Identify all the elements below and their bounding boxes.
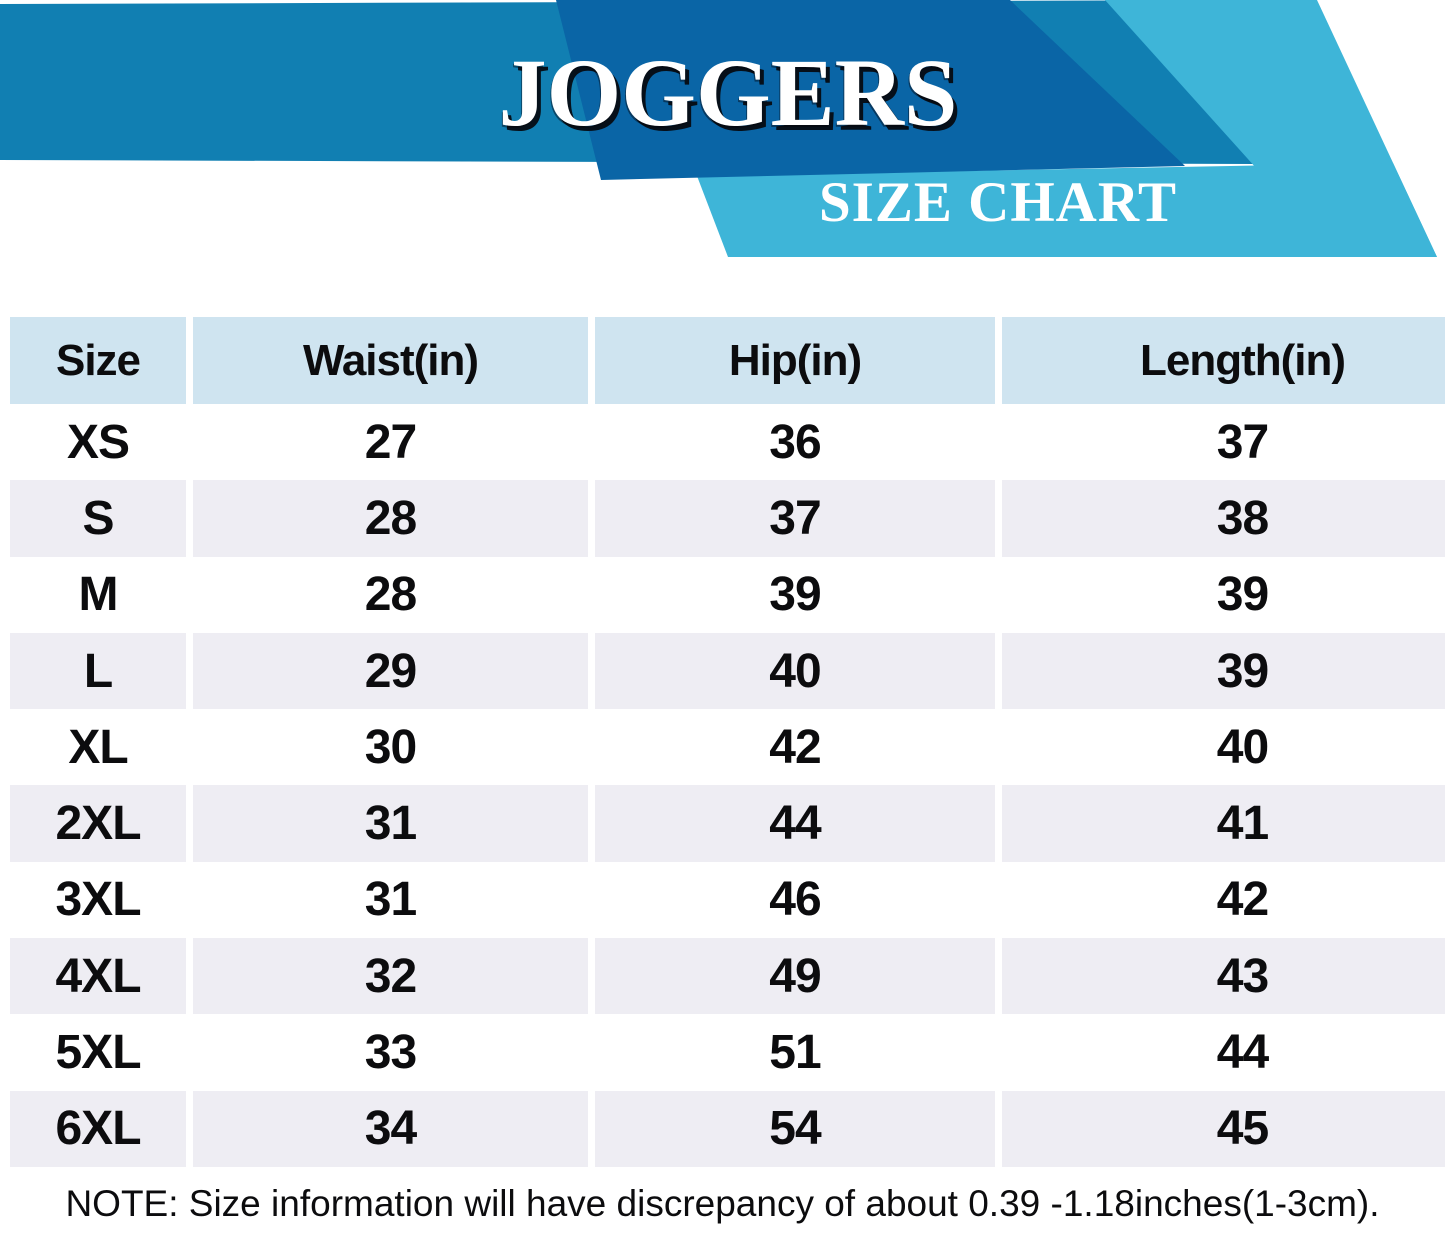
cell-length: 37 <box>1002 404 1445 481</box>
cell-hip: 46 <box>595 861 995 939</box>
cell-size: 6XL <box>10 1090 186 1167</box>
cell-length: 39 <box>1002 632 1445 710</box>
cell-length: 45 <box>1002 1090 1445 1167</box>
cell-length: 44 <box>1002 1014 1445 1091</box>
cell-hip: 39 <box>595 556 995 633</box>
cell-hip: 37 <box>595 480 995 557</box>
cell-hip: 44 <box>595 785 995 862</box>
cell-size: 2XL <box>10 785 186 862</box>
table-row-s: S 28 37 38 <box>0 480 1445 557</box>
cell-size: 4XL <box>10 938 186 1015</box>
cell-waist: 33 <box>193 1014 588 1091</box>
size-note: NOTE: Size information will have discrep… <box>65 1183 1380 1224</box>
cell-waist: 28 <box>193 556 588 633</box>
table-row-m: M 28 39 39 <box>0 556 1445 633</box>
cell-waist: 32 <box>193 938 588 1015</box>
size-table: Size Waist(in) Hip(in) Length(in) XS 27 … <box>0 317 1445 1167</box>
cell-length: 40 <box>1002 709 1445 786</box>
banner-shapes <box>0 0 1437 257</box>
table-row-6xl: 6XL 34 54 45 <box>0 1090 1445 1167</box>
cell-hip: 49 <box>595 938 995 1015</box>
cell-size: XL <box>10 709 186 786</box>
cell-length: 41 <box>1002 785 1445 862</box>
table-row-4xl: 4XL 32 49 43 <box>0 938 1445 1015</box>
col-header-hip: Hip(in) <box>595 317 995 404</box>
cell-size: M <box>10 556 186 633</box>
table-row-l: L 29 40 39 <box>0 632 1445 710</box>
cell-size: 3XL <box>10 861 186 939</box>
table-row-2xl: 2XL 31 44 41 <box>0 785 1445 862</box>
table-header-row: Size Waist(in) Hip(in) Length(in) <box>0 317 1445 404</box>
banner-shape-light-ribbon <box>697 163 1437 257</box>
header-banner: JOGGERS SIZE CHART <box>0 0 1445 265</box>
cell-waist: 31 <box>193 785 588 862</box>
cell-size: 5XL <box>10 1014 186 1091</box>
cell-hip: 42 <box>595 709 995 786</box>
cell-size: L <box>10 632 186 710</box>
table-row-xs: XS 27 36 37 <box>0 404 1445 481</box>
cell-hip: 36 <box>595 404 995 481</box>
col-header-size: Size <box>10 317 186 404</box>
cell-length: 39 <box>1002 556 1445 633</box>
page-title: JOGGERS <box>498 39 958 146</box>
cell-hip: 54 <box>595 1090 995 1167</box>
cell-waist: 27 <box>193 404 588 481</box>
cell-waist: 28 <box>193 480 588 557</box>
table-row-3xl: 3XL 31 46 42 <box>0 861 1445 939</box>
table-row-xl: XL 30 42 40 <box>0 709 1445 786</box>
cell-length: 42 <box>1002 861 1445 939</box>
cell-waist: 29 <box>193 632 588 710</box>
cell-waist: 30 <box>193 709 588 786</box>
cell-waist: 31 <box>193 861 588 939</box>
col-header-length: Length(in) <box>1002 317 1445 404</box>
size-chart-label: SIZE CHART <box>818 171 1177 234</box>
cell-waist: 34 <box>193 1090 588 1167</box>
cell-size: S <box>10 480 186 557</box>
cell-hip: 40 <box>595 632 995 710</box>
banner-shape-dark-parallelogram <box>556 0 1185 180</box>
cell-length: 43 <box>1002 938 1445 1015</box>
table-row-5xl: 5XL 33 51 44 <box>0 1014 1445 1091</box>
cell-hip: 51 <box>595 1014 995 1091</box>
cell-length: 38 <box>1002 480 1445 557</box>
cell-size: XS <box>10 404 186 481</box>
col-header-waist: Waist(in) <box>193 317 588 404</box>
